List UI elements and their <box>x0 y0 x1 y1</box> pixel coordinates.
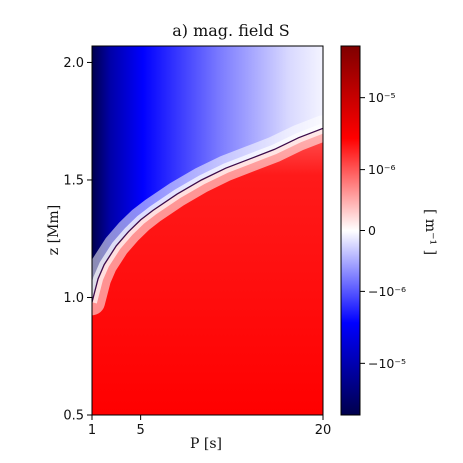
y-axis: 0.5 1.0 1.5 2.0 <box>63 56 92 424</box>
zero-contour-line <box>92 127 323 303</box>
y-axis-label: z [Mm] <box>46 205 62 255</box>
colorbar-tick-label: 10⁻⁶ <box>368 162 396 177</box>
colorbar-ticks: 10⁻⁵ 10⁻⁶ 0 −10⁻⁶ −10⁻⁵ <box>360 90 406 371</box>
colorbar-tick-label: −10⁻⁶ <box>368 284 406 299</box>
y-tick-label: 1.0 <box>63 291 84 306</box>
plot-area <box>91 45 324 416</box>
colorbar-label: [ m⁻¹ ] <box>422 209 438 255</box>
y-tick-label: 1.5 <box>63 173 84 188</box>
x-tick-label: 5 <box>136 423 144 438</box>
x-tick-label: 20 <box>315 423 332 438</box>
colorbar-tick-label: 10⁻⁵ <box>368 90 396 105</box>
x-axis-label: P [s] <box>190 436 222 452</box>
colorbar-tick-label: −10⁻⁵ <box>368 356 406 371</box>
colorbar <box>340 45 361 416</box>
heatmap-field <box>92 46 323 415</box>
x-axis: 1 5 20 <box>88 415 331 438</box>
y-tick-label: 0.5 <box>63 409 84 424</box>
x-tick-label: 1 <box>88 423 96 438</box>
chart-title: a) mag. field S <box>172 21 290 40</box>
colorbar-tick-label: 0 <box>368 223 376 238</box>
y-tick-label: 2.0 <box>63 56 84 71</box>
